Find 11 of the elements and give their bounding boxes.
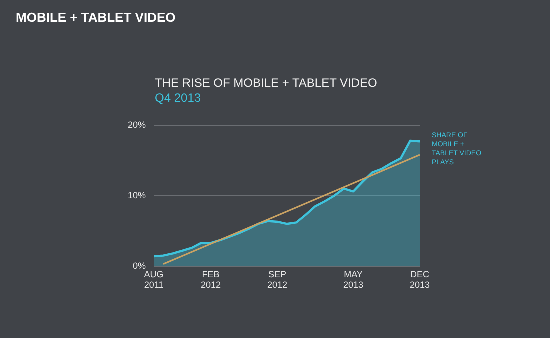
x-tick-label: AUG 2011 [144, 269, 164, 290]
text: MOBILE + TABLET VIDEO [16, 10, 176, 25]
chart-subtitle: Q4 2013 [155, 91, 202, 105]
y-tick-label: 0% [133, 260, 146, 271]
chart-title: THE RISE OF MOBILE + TABLET VIDEO [155, 76, 378, 90]
x-tick-label: SEP 2012 [267, 269, 288, 290]
x-tick-label: FEB 2012 [200, 269, 222, 290]
x-tick-label: DEC 2013 [410, 269, 430, 290]
y-tick-label: 10% [128, 190, 146, 200]
y-tick-label: 20% [128, 120, 146, 130]
x-tick-label: MAY 2013 [343, 269, 364, 290]
